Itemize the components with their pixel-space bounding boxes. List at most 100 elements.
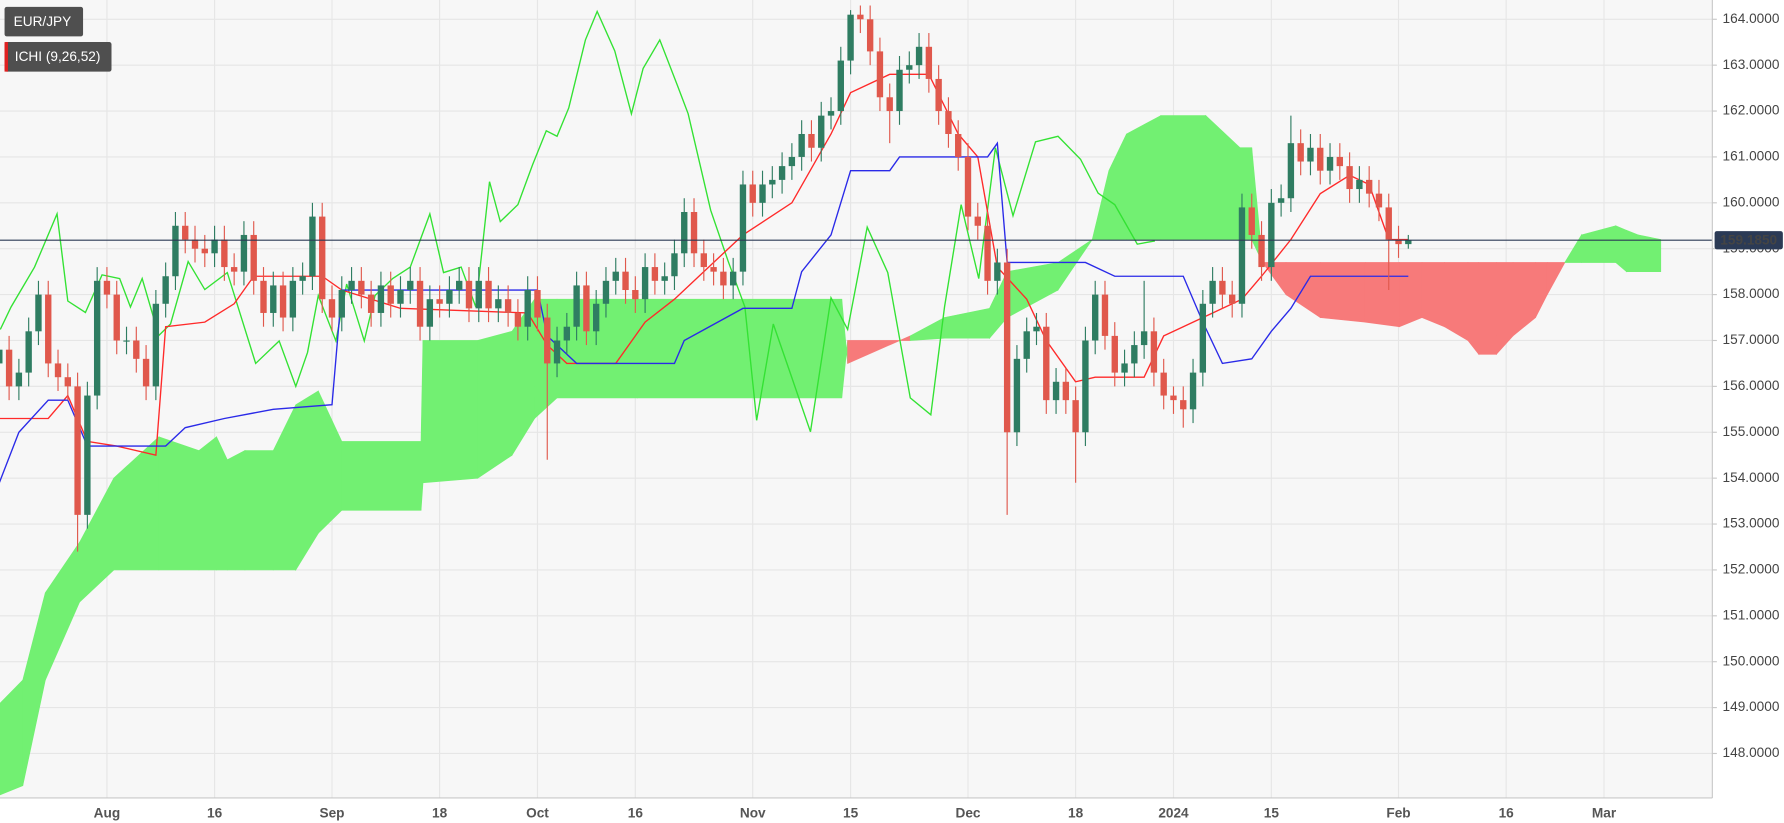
candle-body bbox=[1268, 202, 1275, 268]
x-tick-label: 16 bbox=[628, 806, 644, 821]
candle-body bbox=[162, 276, 169, 304]
x-tick-label: Sep bbox=[319, 806, 344, 821]
candle-body bbox=[74, 386, 81, 515]
candle-body bbox=[1346, 166, 1353, 190]
candle-body bbox=[1170, 395, 1177, 401]
candle-body bbox=[1277, 198, 1285, 203]
candle-body bbox=[54, 363, 62, 378]
y-tick-label: 156.0000 bbox=[1723, 378, 1780, 393]
candle-body bbox=[328, 299, 336, 318]
candle-body bbox=[720, 271, 727, 286]
candle-body bbox=[955, 133, 962, 157]
candle-body bbox=[1003, 262, 1011, 433]
cloud-segment bbox=[1126, 115, 1162, 240]
x-tick-label: Oct bbox=[526, 806, 549, 821]
axes: 148.0000 149.0000 150.0000 151.0000 152.0000… bbox=[94, 11, 1783, 821]
x-tick-label: 18 bbox=[1068, 806, 1084, 821]
candle-body bbox=[661, 276, 668, 281]
candle-body bbox=[142, 358, 150, 387]
cloud-segment bbox=[422, 340, 479, 484]
candle-body bbox=[906, 65, 913, 70]
candle-body bbox=[1033, 326, 1040, 332]
y-tick-label: 157.0000 bbox=[1723, 332, 1780, 347]
symbol-badge: EUR/JPY bbox=[4, 6, 84, 37]
cloud-segment bbox=[1626, 229, 1639, 272]
candle-body bbox=[729, 271, 737, 286]
candle-body bbox=[201, 248, 208, 254]
candle-body bbox=[1219, 280, 1226, 295]
candle-body bbox=[700, 253, 707, 268]
y-tick-label: 152.0000 bbox=[1723, 562, 1780, 577]
candle-body bbox=[827, 111, 835, 116]
candle-body bbox=[602, 280, 610, 304]
candle-body bbox=[1336, 156, 1344, 167]
cloud-segment bbox=[198, 436, 217, 571]
x-tick-label: Dec bbox=[955, 806, 980, 821]
cloud-segment bbox=[341, 441, 422, 511]
candle-body bbox=[984, 225, 991, 281]
x-tick-label: Feb bbox=[1386, 806, 1410, 821]
candle-body bbox=[1062, 381, 1070, 401]
candle-body bbox=[172, 225, 179, 277]
candle-body bbox=[113, 294, 120, 341]
candle-body bbox=[103, 280, 111, 295]
candle-body bbox=[1307, 147, 1314, 162]
candle-body bbox=[1101, 294, 1109, 336]
candle-body bbox=[1140, 331, 1148, 346]
candle-body bbox=[475, 280, 482, 309]
candle-body bbox=[446, 290, 453, 304]
candle-body bbox=[426, 299, 434, 327]
candle-body bbox=[798, 133, 805, 157]
candle-body bbox=[671, 253, 678, 277]
cloud-segment bbox=[636, 298, 843, 399]
x-tick-label: 16 bbox=[1499, 806, 1515, 821]
candle-body bbox=[123, 340, 130, 342]
candle-body bbox=[553, 340, 561, 364]
candle-body bbox=[240, 234, 248, 272]
x-tick-label: Aug bbox=[94, 806, 121, 821]
candle-body bbox=[45, 294, 52, 364]
candle-body bbox=[1326, 156, 1334, 171]
candle-body bbox=[367, 294, 375, 313]
candle-body bbox=[1150, 331, 1158, 373]
candle-body bbox=[1052, 381, 1060, 401]
y-tick-label: 148.0000 bbox=[1723, 745, 1780, 760]
candle-body bbox=[25, 331, 32, 373]
cloud-segment bbox=[244, 450, 274, 571]
candle-body bbox=[1121, 363, 1128, 373]
candle-body bbox=[1043, 326, 1050, 401]
last-price-badge bbox=[1714, 231, 1783, 250]
cloud-segment bbox=[1467, 262, 1480, 356]
candle-body bbox=[622, 271, 629, 291]
indicator-badge: ICHI (9,26,52) bbox=[4, 42, 112, 72]
candle-body bbox=[416, 280, 424, 327]
candle-body bbox=[524, 290, 531, 327]
candle-body bbox=[289, 280, 297, 318]
candle-body bbox=[739, 184, 747, 272]
candle-body bbox=[1111, 335, 1118, 373]
candle-body bbox=[182, 225, 189, 240]
plot bbox=[0, 5, 1713, 796]
y-tick-label: 149.0000 bbox=[1723, 699, 1780, 714]
y-tick-label: 161.0000 bbox=[1723, 149, 1780, 164]
candle-body bbox=[319, 216, 326, 300]
candle-body bbox=[260, 280, 267, 313]
candle-body bbox=[632, 290, 639, 300]
candle-body bbox=[1395, 239, 1402, 245]
y-tick-label: 158.0000 bbox=[1723, 286, 1780, 301]
candle-body bbox=[925, 46, 933, 79]
candle-body bbox=[397, 290, 404, 304]
cloud-segment bbox=[1160, 115, 1207, 240]
y-tick-label: 160.0000 bbox=[1723, 194, 1780, 209]
candle-body bbox=[0, 349, 3, 364]
candle-body bbox=[994, 262, 1001, 281]
candle-body bbox=[847, 14, 854, 61]
y-tick-label: 150.0000 bbox=[1723, 653, 1780, 668]
candle-body bbox=[514, 312, 522, 327]
y-tick-label: 155.0000 bbox=[1723, 424, 1780, 439]
candle-body bbox=[945, 111, 952, 134]
candle-body bbox=[866, 19, 874, 52]
y-tick-label: 163.0000 bbox=[1723, 57, 1780, 72]
candle-body bbox=[1199, 303, 1207, 373]
